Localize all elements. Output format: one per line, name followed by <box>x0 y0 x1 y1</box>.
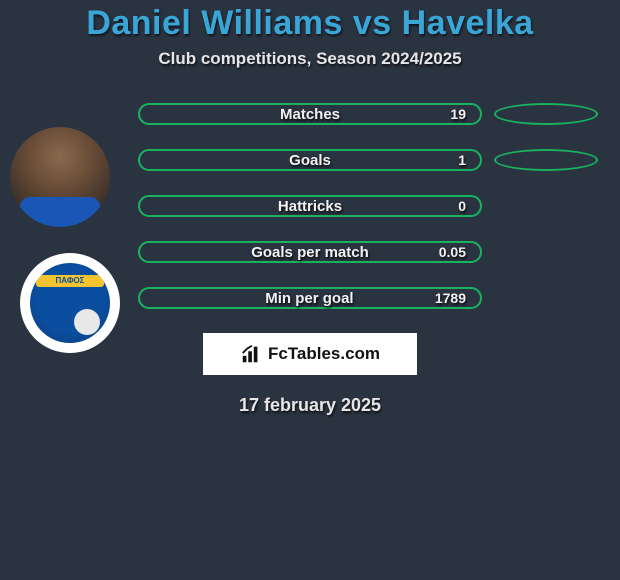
brand-logo: FcTables.com <box>203 333 417 375</box>
stat-row-min-per-goal: Min per goal 1789 <box>138 287 482 309</box>
stat-row-matches: Matches 19 <box>138 103 482 125</box>
stat-label: Matches <box>184 106 436 123</box>
club-badge-ball-icon <box>74 309 100 335</box>
stat-pill: Goals 1 <box>138 149 482 171</box>
stat-row-goals-per-match: Goals per match 0.05 <box>138 241 482 263</box>
stat-row-goals: Goals 1 <box>138 149 482 171</box>
stat-label: Hattricks <box>184 198 436 215</box>
stat-label: Min per goal <box>184 290 435 307</box>
stat-pill: Matches 19 <box>138 103 482 125</box>
stat-row-hattricks: Hattricks 0 <box>138 195 482 217</box>
stat-value: 19 <box>436 106 466 122</box>
stat-label: Goals <box>184 152 436 169</box>
stats-zone: Matches 19 Goals 1 Hattricks 0 Goals <box>0 103 620 309</box>
stat-value: 0.05 <box>436 244 466 260</box>
stat-value: 1 <box>436 152 466 168</box>
stat-value: 1789 <box>435 290 466 306</box>
infographic-container: Daniel Williams vs Havelka Club competit… <box>0 0 620 416</box>
stat-pill: Hattricks 0 <box>138 195 482 217</box>
stat-label: Goals per match <box>184 244 436 261</box>
brand-text: FcTables.com <box>268 344 380 364</box>
date-text: 17 february 2025 <box>0 395 620 416</box>
stat-pill: Min per goal 1789 <box>138 287 482 309</box>
stat-value: 0 <box>436 198 466 214</box>
stat-pill: Goals per match 0.05 <box>138 241 482 263</box>
side-ellipse <box>494 103 598 125</box>
page-subtitle: Club competitions, Season 2024/2025 <box>0 49 620 69</box>
side-ellipse <box>494 149 598 171</box>
bar-chart-icon <box>240 343 262 365</box>
page-title: Daniel Williams vs Havelka <box>0 4 620 43</box>
